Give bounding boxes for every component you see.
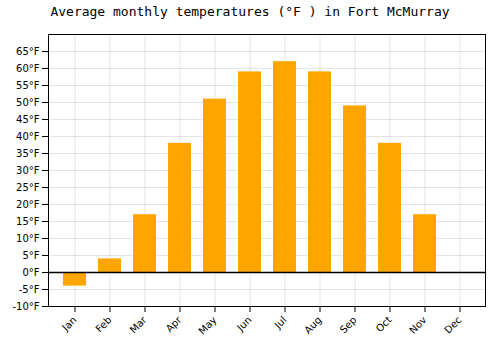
- svg-text:25°F: 25°F: [16, 182, 40, 193]
- svg-text:5°F: 5°F: [22, 250, 39, 261]
- svg-text:Jan: Jan: [59, 314, 78, 333]
- svg-text:Apr: Apr: [164, 314, 185, 335]
- svg-text:35°F: 35°F: [16, 148, 40, 159]
- svg-text:15°F: 15°F: [16, 216, 40, 227]
- svg-text:30°F: 30°F: [16, 165, 40, 176]
- svg-text:Jul: Jul: [272, 314, 289, 331]
- svg-text:-5°F: -5°F: [19, 284, 40, 295]
- svg-text:Sep: Sep: [338, 314, 359, 335]
- svg-text:20°F: 20°F: [16, 199, 40, 210]
- svg-text:50°F: 50°F: [16, 97, 40, 108]
- svg-text:0°F: 0°F: [22, 267, 39, 278]
- svg-text:May: May: [196, 314, 218, 336]
- html-text:Average monthly temperatures (: Average monthly temperatures (°F ) in Fo…: [50, 4, 450, 19]
- svg-text:55°F: 55°F: [16, 80, 40, 91]
- svg-text:Dec: Dec: [442, 314, 463, 335]
- svg-text:40°F: 40°F: [16, 131, 40, 142]
- svg-text:Nov: Nov: [407, 314, 429, 336]
- svg-text:Aug: Aug: [302, 314, 324, 336]
- svg-text:Feb: Feb: [93, 314, 113, 334]
- svg-text:60°F: 60°F: [16, 63, 40, 74]
- svg-text:Mar: Mar: [128, 314, 150, 336]
- svg-text:65°F: 65°F: [16, 46, 40, 57]
- svg-text:10°F: 10°F: [16, 233, 40, 244]
- svg-text:Oct: Oct: [374, 314, 394, 334]
- svg-text:Jun: Jun: [234, 314, 254, 334]
- svg-text:45°F: 45°F: [16, 114, 40, 125]
- svg-text:-10°F: -10°F: [12, 301, 39, 312]
